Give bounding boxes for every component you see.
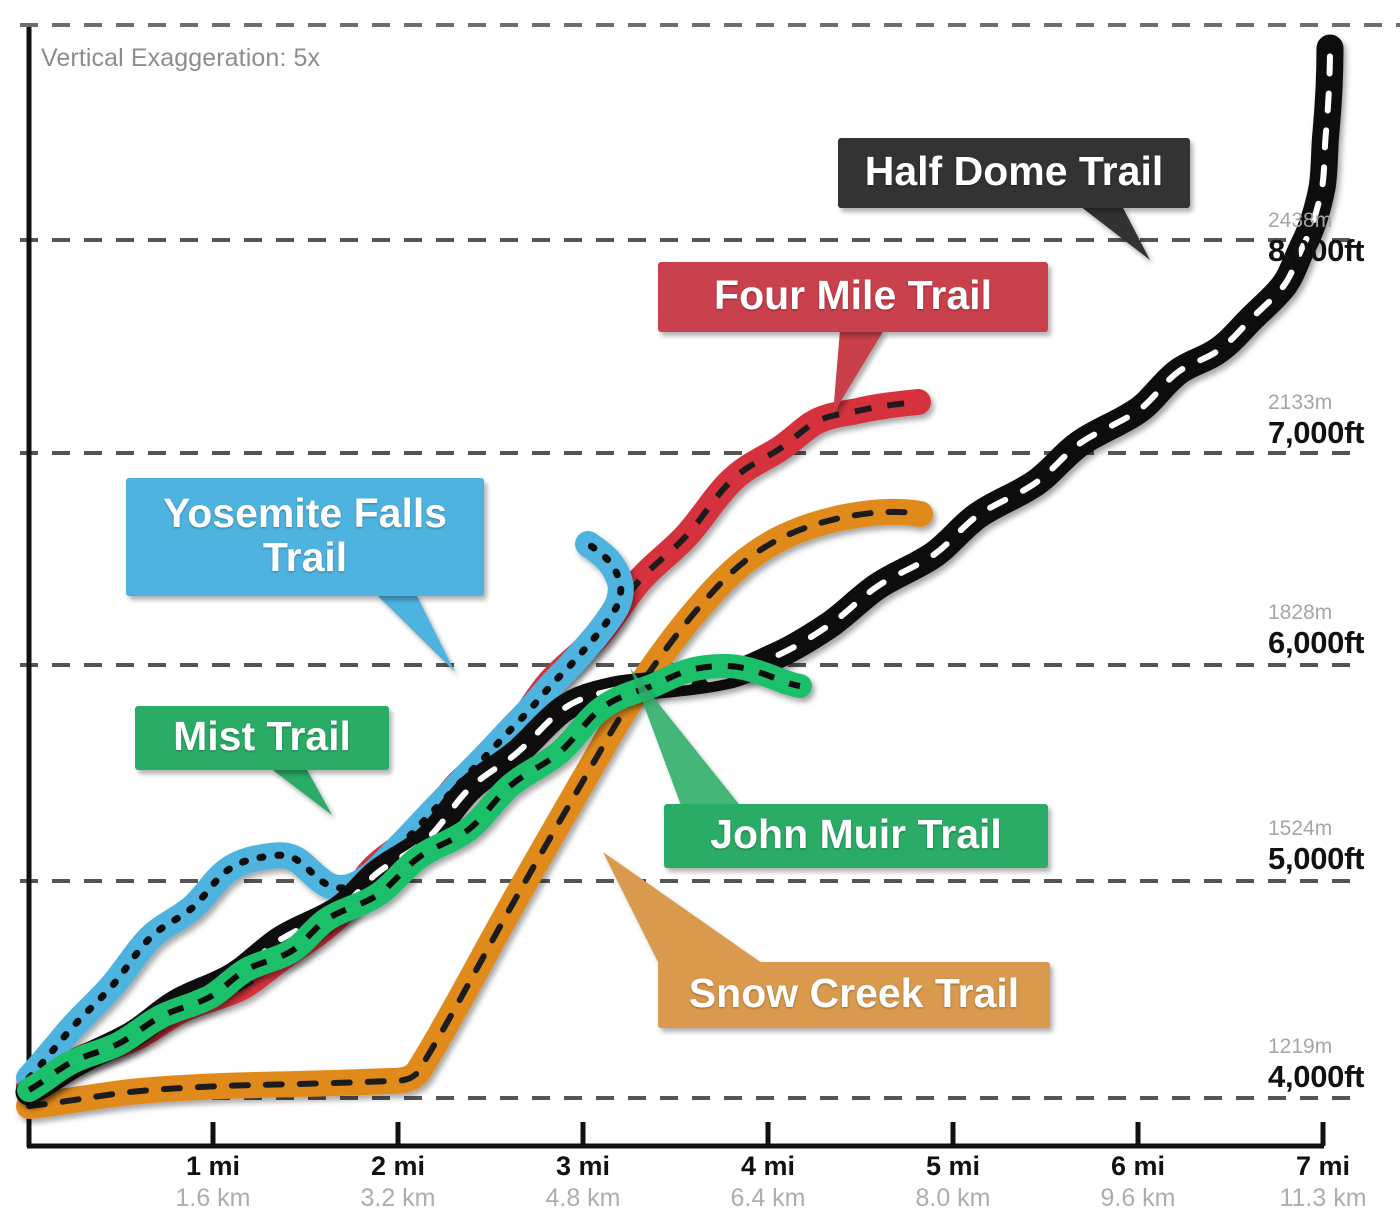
callout-half-dome-label: Half Dome Trail: [864, 148, 1164, 195]
x-axis-km-7: 11.3 km: [1279, 1184, 1367, 1213]
x-axis-miles-5: 5 mi: [925, 1151, 981, 1181]
y-axis-feet-6000: 6,000ft: [1268, 625, 1365, 660]
y-axis-label-7000ft: 2133m 7,000ft: [1268, 392, 1364, 448]
x-axis-km-1: 1.6 km: [175, 1184, 251, 1213]
callout-mist-trail[interactable]: Mist Trail: [135, 706, 389, 770]
callout-john-muir-trail[interactable]: John Muir Trail: [664, 804, 1048, 868]
x-axis-km-3: 4.8 km: [545, 1184, 621, 1213]
x-axis-label-5mi: 5 mi 8.0 km: [915, 1152, 990, 1213]
callout-four-mile-label: Four Mile Trail: [714, 272, 992, 319]
x-axis-miles-3: 3 mi: [555, 1151, 611, 1181]
y-axis-label-6000ft: 1828m 6,000ft: [1268, 602, 1364, 658]
mist-path-dash: [27, 662, 801, 1093]
trail-line-mist-john-muir: [17, 654, 812, 1102]
x-axis-ticks: [210, 1122, 1326, 1146]
y-axis-feet-5000: 5,000ft: [1268, 841, 1365, 876]
x-axis-label-2mi: 2 mi 3.2 km: [360, 1152, 435, 1213]
x-axis-label-7mi: 7 mi 11.3 km: [1279, 1152, 1366, 1213]
y-axis-feet-4000: 4,000ft: [1268, 1059, 1365, 1094]
x-axis-label-3mi: 3 mi 4.8 km: [545, 1152, 620, 1213]
x-axis-label-4mi: 4 mi 6.4 km: [730, 1152, 805, 1213]
half-dome-path-dash: [26, 45, 1333, 1095]
x-axis-label-6mi: 6 mi 9.6 km: [1100, 1152, 1175, 1213]
x-axis-km-2: 3.2 km: [360, 1184, 436, 1213]
callout-yosemite-falls-trail[interactable]: Yosemite Falls Trail: [126, 478, 484, 596]
y-axis-label-4000ft: 1219m 4,000ft: [1268, 1036, 1364, 1092]
x-axis-miles-1: 1 mi: [185, 1151, 241, 1181]
callout-mist-label: Mist Trail: [173, 713, 351, 760]
callout-pointer-half-dome: [1080, 206, 1150, 260]
y-axis-feet-8000: 8,000ft: [1268, 233, 1365, 268]
callout-john-muir-label: John Muir Trail: [710, 811, 1002, 858]
callout-pointer-john-muir: [630, 668, 742, 808]
callout-half-dome-trail[interactable]: Half Dome Trail: [838, 138, 1190, 208]
callout-pointer-mist: [270, 768, 332, 815]
y-axis-meters-7000: 2133m: [1268, 391, 1333, 414]
callout-snow-creek-label: Snow Creek Trail: [688, 970, 1020, 1017]
x-axis-miles-6: 6 mi: [1110, 1151, 1166, 1181]
callout-pointer-yosemite-falls: [376, 594, 455, 672]
y-axis-meters-8000: 2438m: [1268, 209, 1333, 232]
callout-snow-creek-trail[interactable]: Snow Creek Trail: [658, 962, 1050, 1028]
callout-pointer-snow-creek: [603, 852, 766, 966]
callout-yosemite-falls-label-line2: Trail: [262, 534, 348, 580]
y-axis-meters-5000: 1524m: [1268, 817, 1333, 840]
y-axis-meters-4000: 1219m: [1268, 1035, 1333, 1058]
x-axis-miles-7: 7 mi: [1295, 1151, 1351, 1181]
y-axis-label-8000ft: 2438m 8,000ft: [1268, 210, 1364, 266]
callout-yosemite-falls-label-line1: Yosemite Falls: [162, 490, 448, 537]
y-axis-feet-7000: 7,000ft: [1268, 415, 1365, 450]
trail-line-half-dome: [15, 34, 1344, 1106]
vertical-exaggeration-note: Vertical Exaggeration: 5x: [41, 44, 321, 72]
y-axis-meters-6000: 1828m: [1268, 601, 1333, 624]
trail-line-snow-creek: [16, 498, 933, 1119]
snow-creek-path-dash: [26, 508, 923, 1109]
x-axis-label-1mi: 1 mi 1.6 km: [175, 1152, 250, 1213]
x-axis-km-5: 8.0 km: [915, 1184, 991, 1213]
callout-four-mile-trail[interactable]: Four Mile Trail: [658, 262, 1048, 332]
y-axis-label-5000ft: 1524m 5,000ft: [1268, 818, 1364, 874]
callout-pointer-four-mile: [833, 330, 884, 414]
x-axis-km-6: 9.6 km: [1100, 1184, 1176, 1213]
x-axis-km-4: 6.4 km: [730, 1184, 806, 1213]
x-axis-miles-2: 2 mi: [370, 1151, 426, 1181]
x-axis-miles-4: 4 mi: [740, 1151, 796, 1181]
